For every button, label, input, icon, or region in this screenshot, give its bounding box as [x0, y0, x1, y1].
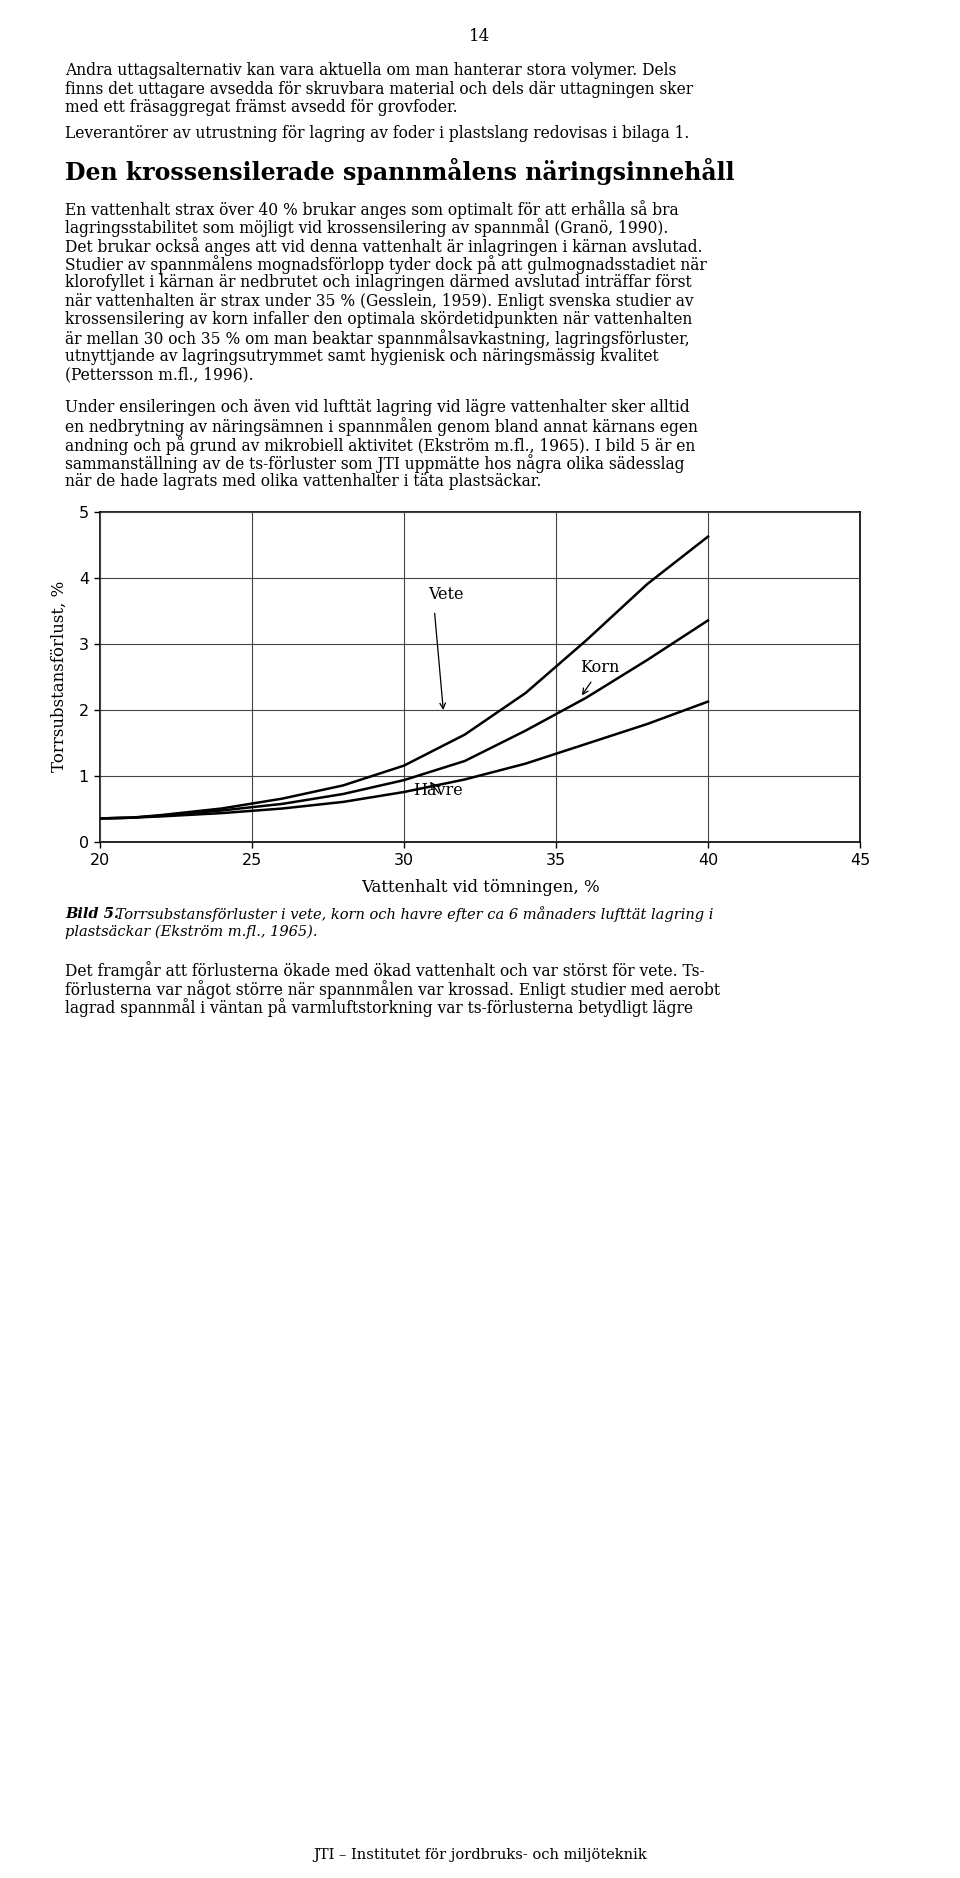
Text: är mellan 30 och 35 % om man beaktar spannmålsavkastning, lagringsförluster,: är mellan 30 och 35 % om man beaktar spa… [65, 329, 689, 349]
X-axis label: Vattenhalt vid tömningen, %: Vattenhalt vid tömningen, % [361, 879, 599, 896]
Text: Leverantörer av utrustning för lagring av foder i plastslang redovisas i bilaga : Leverantörer av utrustning för lagring a… [65, 126, 689, 143]
Text: JTI – Institutet för jordbruks- och miljöteknik: JTI – Institutet för jordbruks- och milj… [313, 1848, 647, 1861]
Text: (Pettersson m.fl., 1996).: (Pettersson m.fl., 1996). [65, 366, 253, 383]
Text: Den krossensilerade spannmålens näringsinnehåll: Den krossensilerade spannmålens näringsi… [65, 158, 734, 186]
Text: Studier av spannmålens mognadsförlopp tyder dock på att gulmognadsstadiet när: Studier av spannmålens mognadsförlopp ty… [65, 255, 707, 274]
Text: 14: 14 [469, 28, 491, 45]
Text: En vattenhalt strax över 40 % brukar anges som optimalt för att erhålla så bra: En vattenhalt strax över 40 % brukar ang… [65, 199, 679, 220]
Text: Vete: Vete [428, 586, 464, 603]
Text: lagrad spannmål i väntan på varmluftstorkning var ts-förlusterna betydligt lägre: lagrad spannmål i väntan på varmluftstor… [65, 999, 693, 1018]
Text: när vattenhalten är strax under 35 % (Gesslein, 1959). Enligt svenska studier av: när vattenhalten är strax under 35 % (Ge… [65, 293, 694, 310]
Text: Det framgår att förlusterna ökade med ökad vattenhalt och var störst för vete. T: Det framgår att förlusterna ökade med ök… [65, 962, 705, 980]
Text: Torrsubstansförluster i vete, korn och havre efter ca 6 månaders lufttät lagring: Torrsubstansförluster i vete, korn och h… [111, 907, 713, 922]
Text: andning och på grund av mikrobiell aktivitet (Ekström m.fl., 1965). I bild 5 är : andning och på grund av mikrobiell aktiv… [65, 436, 695, 454]
Text: Under ensileringen och även vid lufttät lagring vid lägre vattenhalter sker allt: Under ensileringen och även vid lufttät … [65, 398, 689, 417]
Y-axis label: Torrsubstansförlust, %: Torrsubstansförlust, % [51, 580, 67, 772]
Text: Det brukar också anges att vid denna vattenhalt är inlagringen i kärnan avslutad: Det brukar också anges att vid denna vat… [65, 237, 703, 255]
Text: Andra uttagsalternativ kan vara aktuella om man hanterar stora volymer. Dels: Andra uttagsalternativ kan vara aktuella… [65, 62, 677, 79]
Text: en nedbrytning av näringsämnen i spannmålen genom bland annat kärnans egen: en nedbrytning av näringsämnen i spannmå… [65, 417, 698, 436]
Text: Bild 5.: Bild 5. [65, 907, 119, 920]
Text: plastsäckar (Ekström m.fl., 1965).: plastsäckar (Ekström m.fl., 1965). [65, 926, 318, 939]
Text: klorofyllet i kärnan är nedbrutet och inlagringen därmed avslutad inträffar förs: klorofyllet i kärnan är nedbrutet och in… [65, 274, 691, 291]
Text: Korn: Korn [580, 659, 620, 676]
Text: utnyttjande av lagringsutrymmet samt hygienisk och näringsmässig kvalitet: utnyttjande av lagringsutrymmet samt hyg… [65, 347, 659, 364]
Text: när de hade lagrats med olika vattenhalter i täta plastsäckar.: när de hade lagrats med olika vattenhalt… [65, 473, 541, 490]
Text: Havre: Havre [413, 781, 463, 798]
Text: finns det uttagare avsedda för skruvbara material och dels där uttagningen sker: finns det uttagare avsedda för skruvbara… [65, 81, 693, 98]
Text: med ett fräsaggregat främst avsedd för grovfoder.: med ett fräsaggregat främst avsedd för g… [65, 100, 458, 116]
Text: förlusterna var något större när spannmålen var krossad. Enligt studier med aero: förlusterna var något större när spannmå… [65, 980, 720, 999]
Text: lagringsstabilitet som möjligt vid krossensilering av spannmål (Granö, 1990).: lagringsstabilitet som möjligt vid kross… [65, 218, 668, 237]
Text: krossensilering av korn infaller den optimala skördetidpunkten när vattenhalten: krossensilering av korn infaller den opt… [65, 312, 692, 329]
Text: sammanställning av de ts-förluster som JTI uppmätte hos några olika sädesslag: sammanställning av de ts-förluster som J… [65, 454, 684, 473]
